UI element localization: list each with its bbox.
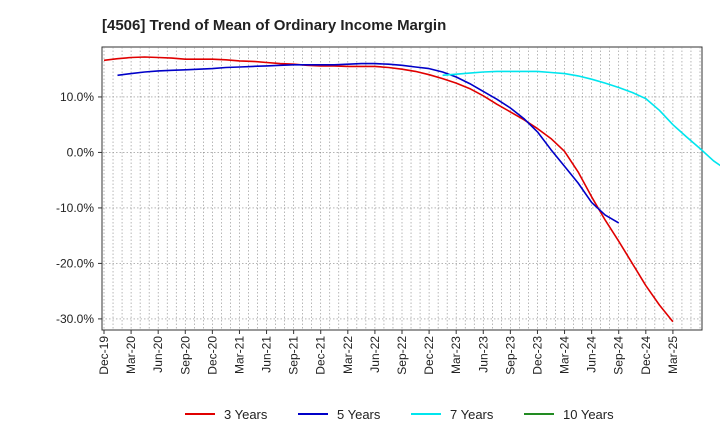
x-tick-label: Mar-25 [666,336,680,374]
x-tick-label: Jun-20 [151,336,165,373]
x-tick-label: Dec-23 [530,336,544,375]
legend: 3 Years 5 Years 7 Years 10 Years [185,407,614,422]
grid [102,47,702,330]
series-layer [103,56,720,323]
series-line [117,62,620,224]
x-tick-label: Dec-21 [314,336,328,375]
x-tick-label: Sep-22 [395,336,409,375]
x-tick-label: Dec-24 [639,336,653,375]
x-axis: Dec-19 Mar-20 Jun-20 Sep-20 Dec-20 Mar-21 Jun-… [97,330,680,375]
legend-label: 3 Years [224,407,268,422]
y-tick-label: 0.0% [67,145,95,159]
x-tick-label: Sep-20 [178,336,192,375]
x-tick-label: Sep-24 [612,336,626,375]
chart-title: [4506] Trend of Mean of Ordinary Income … [102,17,446,34]
x-tick-label: Sep-21 [287,336,301,375]
y-tick-label: 10.0% [60,90,94,104]
x-tick-label: Jun-23 [476,336,490,373]
series-line [103,56,674,323]
legend-label: 5 Years [337,407,381,422]
series-line [442,70,720,167]
x-tick-label: Mar-22 [341,336,355,374]
x-tick-label: Jun-21 [260,336,274,373]
x-tick-label: Mar-21 [232,336,246,374]
x-tick-label: Jun-22 [368,336,382,373]
x-tick-label: Mar-24 [558,336,572,374]
x-tick-label: Mar-20 [124,336,138,374]
x-tick-label: Dec-19 [97,336,111,375]
legend-label: 10 Years [563,407,614,422]
y-axis: 10.0% 0.0% -10.0% -20.0% -30.0% [56,90,102,326]
x-tick-label: Dec-22 [422,336,436,375]
y-tick-label: -10.0% [56,201,94,215]
legend-label: 7 Years [450,407,494,422]
y-tick-label: -30.0% [56,312,94,326]
x-tick-label: Sep-23 [503,336,517,375]
x-tick-label: Jun-24 [585,336,599,373]
x-tick-label: Mar-23 [449,336,463,374]
x-tick-label: Dec-20 [205,336,219,375]
y-tick-label: -20.0% [56,256,94,270]
